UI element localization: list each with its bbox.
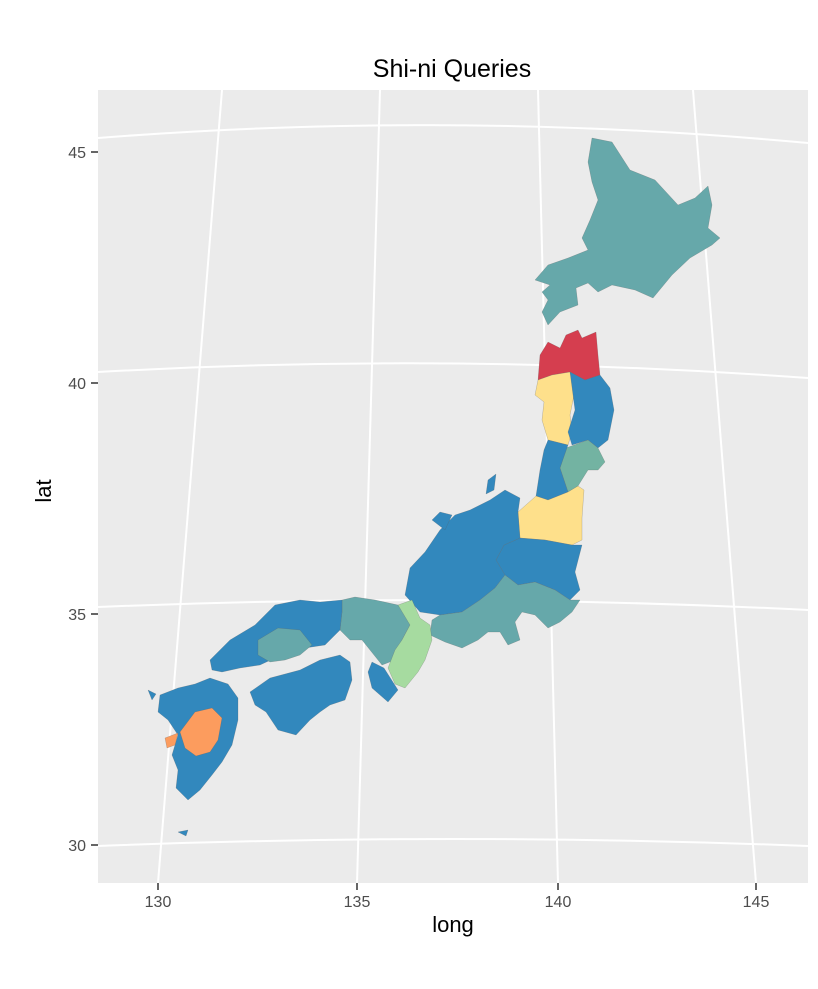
prefecture-noto <box>431 511 453 531</box>
x-tick-label: 140 <box>545 894 572 911</box>
plot-title: Shi-ni Queries <box>372 55 532 83</box>
grid-line <box>356 89 381 884</box>
prefecture-hokkaido <box>534 137 721 326</box>
grid-line <box>157 89 223 884</box>
prefecture-layer <box>147 137 721 837</box>
y-axis-ticks: 45 40 35 30 <box>68 145 98 855</box>
x-tick-label: 135 <box>344 894 371 911</box>
x-axis-ticks: 130 135 140 145 <box>145 883 770 911</box>
x-tick-label: 130 <box>145 894 172 911</box>
prefecture-sado <box>485 473 497 495</box>
prefecture-okinawa <box>177 829 189 837</box>
prefecture-shikoku <box>249 654 353 736</box>
grid-line <box>97 124 809 144</box>
x-tick-label: 145 <box>743 894 770 911</box>
prefecture-tsushima <box>147 689 157 701</box>
prefecture-awaji <box>367 661 399 703</box>
prefecture-nagasaki <box>164 732 179 749</box>
y-tick-label: 40 <box>68 376 86 393</box>
y-axis-label: lat <box>31 479 56 503</box>
prefecture-hiroshima <box>257 627 313 663</box>
prefecture-kumamoto <box>179 707 223 757</box>
grid-line <box>97 838 809 847</box>
y-tick-label: 30 <box>68 838 86 855</box>
y-tick-label: 35 <box>68 607 86 624</box>
y-tick-label: 45 <box>68 145 86 162</box>
prefecture-shizuoka-yamanashi-kanagawa <box>429 574 581 649</box>
prefecture-iwate <box>567 371 615 449</box>
prefecture-mie-nara <box>387 599 433 689</box>
x-axis-label: long <box>432 912 474 937</box>
